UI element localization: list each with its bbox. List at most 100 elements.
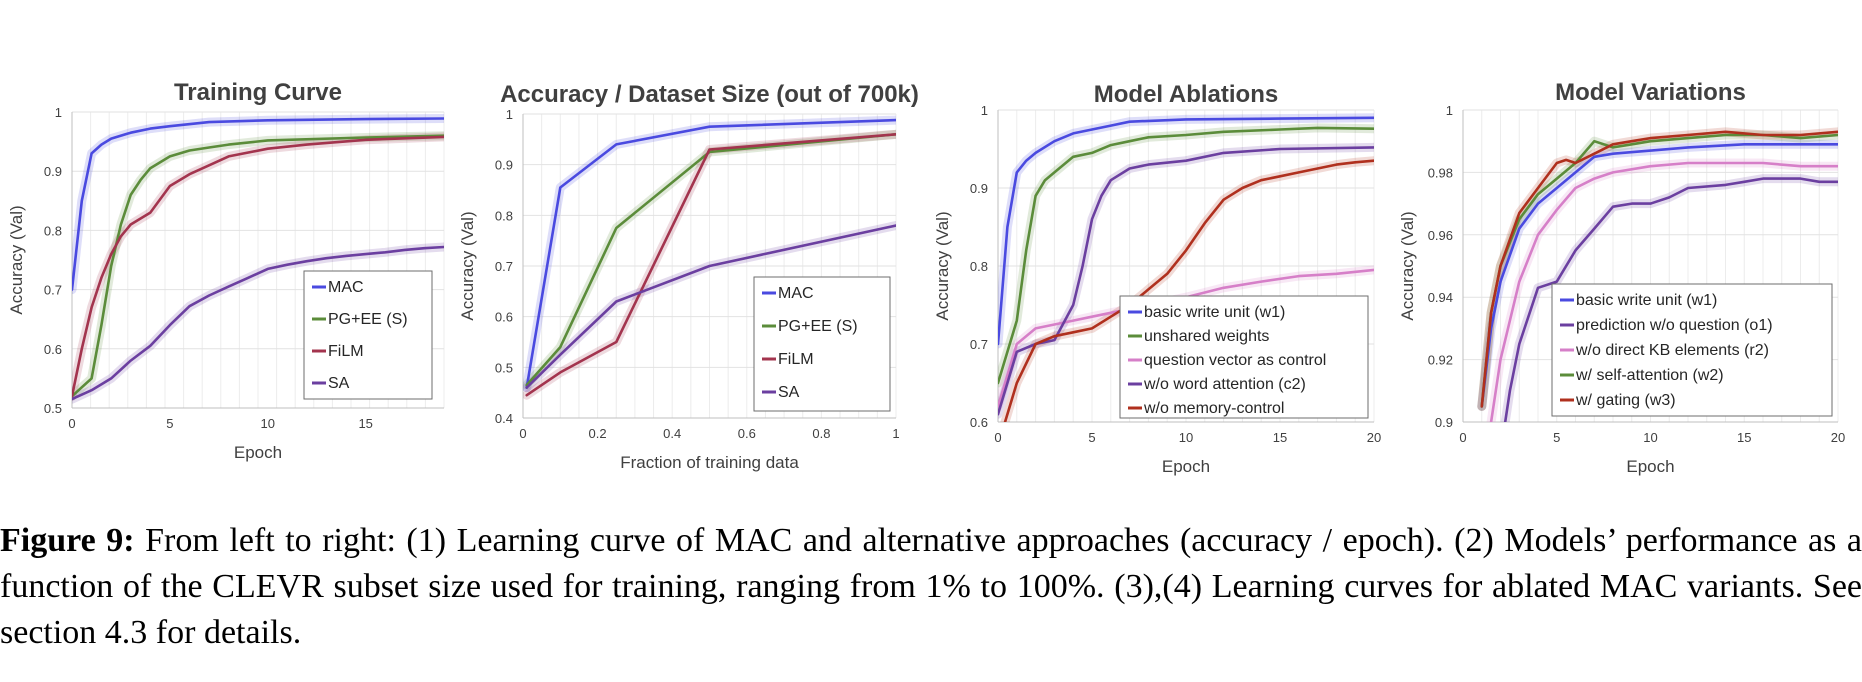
chart-title: Accuracy / Dataset Size (out of 700k) xyxy=(500,81,919,108)
y-tick-label: 0.96 xyxy=(1428,228,1453,243)
series-line xyxy=(525,118,896,389)
legend-box xyxy=(1119,295,1369,419)
legend-label: w/ self-attention (w2) xyxy=(1575,367,1724,384)
chart-1: 0 5 10 15 0.5 0.6 0.7 0.8 0.9 1 Epoch Accuracy (Val… xyxy=(7,79,445,462)
series-line xyxy=(72,245,444,401)
series-line xyxy=(72,134,444,398)
legend-label: unshared weights xyxy=(1144,328,1269,345)
y-tick-label: 1 xyxy=(981,103,988,118)
y-axis-label: Accuracy (Val) xyxy=(933,211,952,320)
x-axis-label: Epoch xyxy=(234,443,282,462)
legend-label: SA xyxy=(778,384,800,401)
series-line xyxy=(1480,143,1838,408)
legend-box xyxy=(1551,283,1833,417)
y-tick-label: 0.7 xyxy=(44,283,62,298)
series-group xyxy=(72,114,444,404)
x-tick-label: 0.8 xyxy=(812,426,830,441)
y-tick-label: 0.7 xyxy=(970,337,988,352)
legend-label: w/o memory-control xyxy=(1143,400,1284,417)
x-tick-label: 0 xyxy=(1459,430,1466,445)
series-line xyxy=(998,126,1374,385)
caption-label: Figure 9: xyxy=(0,522,135,559)
series-line xyxy=(525,224,896,389)
x-tick-label: 0.2 xyxy=(589,426,607,441)
chart-4: 0 5 10 15 20 0.9 0.92 0.94 0.96 0.98 1 Epoch Accurac… xyxy=(1398,79,1845,476)
x-tick-label: 15 xyxy=(358,416,372,431)
legend: MAC PG+EE (S) FiLM SA xyxy=(303,270,433,400)
legend-label: prediction w/o question (o1) xyxy=(1576,317,1773,334)
legend-label: basic write unit (w1) xyxy=(1144,304,1285,321)
series-line xyxy=(1480,130,1838,408)
legend-label: SA xyxy=(328,375,350,392)
y-tick-label: 0.5 xyxy=(495,360,513,375)
series-group xyxy=(1477,127,1838,422)
legend: MAC PG+EE (S) FiLM SA xyxy=(753,276,891,412)
x-axis-label: Epoch xyxy=(1162,457,1210,476)
y-tick-label: 0.5 xyxy=(44,401,62,416)
legend-label: PG+EE (S) xyxy=(778,318,858,335)
y-tick-label: 0.8 xyxy=(44,223,62,238)
y-tick-label: 1 xyxy=(506,107,513,122)
series-line xyxy=(525,133,896,397)
series-line xyxy=(1489,161,1838,422)
chart-title: Training Curve xyxy=(174,79,342,106)
y-tick-label: 0.8 xyxy=(970,259,988,274)
series-line xyxy=(1503,177,1838,422)
x-tick-label: 15 xyxy=(1737,430,1751,445)
y-tick-label: 1 xyxy=(1446,103,1453,118)
legend-label: MAC xyxy=(328,279,364,296)
x-tick-label: 20 xyxy=(1367,430,1381,445)
legend: basic write unit (w1) unshared weights que… xyxy=(1119,295,1369,419)
x-tick-label: 20 xyxy=(1831,430,1845,445)
y-tick-label: 0.8 xyxy=(495,208,513,223)
x-tick-label: 0.4 xyxy=(663,426,681,441)
legend-label: FiLM xyxy=(778,351,814,368)
x-tick-label: 5 xyxy=(1088,430,1095,445)
y-axis-label: Accuracy (Val) xyxy=(458,211,477,320)
series-line xyxy=(1003,159,1374,422)
legend-box xyxy=(303,270,433,400)
chart-2: 0 0.2 0.4 0.6 0.8 1 0.4 0.5 0.6 0.7 0.8 0.9 1 Fractio… xyxy=(458,81,919,472)
x-axis-label: Epoch xyxy=(1626,457,1674,476)
legend-label: question vector as control xyxy=(1144,352,1326,369)
x-axis-label: Fraction of training data xyxy=(620,453,799,472)
legend-label: w/o direct KB elements (r2) xyxy=(1575,342,1769,359)
y-tick-label: 0.7 xyxy=(495,259,513,274)
series-line xyxy=(72,117,444,291)
chart-3: 0 5 10 15 20 0.6 0.7 0.8 0.9 1 Epoch Accuracy (Val)… xyxy=(933,81,1381,476)
x-tick-label: 10 xyxy=(261,416,275,431)
x-tick-label: 5 xyxy=(1553,430,1560,445)
x-tick-label: 0 xyxy=(519,426,526,441)
legend-label: MAC xyxy=(778,285,814,302)
x-tick-label: 0.6 xyxy=(738,426,756,441)
y-tick-label: 0.9 xyxy=(1435,415,1453,430)
caption-text: From left to right: (1) Learning curve o… xyxy=(0,522,1862,651)
legend-box xyxy=(753,276,891,412)
y-tick-label: 0.6 xyxy=(970,415,988,430)
y-tick-label: 0.92 xyxy=(1428,353,1453,368)
legend: basic write unit (w1) prediction w/o ques… xyxy=(1551,283,1833,417)
x-tick-label: 10 xyxy=(1179,430,1193,445)
y-tick-label: 0.94 xyxy=(1428,290,1453,305)
series-line xyxy=(998,116,1374,346)
y-tick-label: 0.9 xyxy=(970,181,988,196)
series-line xyxy=(525,133,896,387)
y-tick-label: 0.6 xyxy=(44,342,62,357)
legend-label: PG+EE (S) xyxy=(328,311,408,328)
y-tick-label: 0.6 xyxy=(495,310,513,325)
y-axis-label: Accuracy (Val) xyxy=(1398,211,1417,320)
figure-caption: Figure 9: From left to right: (1) Learni… xyxy=(0,518,1862,656)
y-tick-label: 0.98 xyxy=(1428,165,1453,180)
y-axis-label: Accuracy (Val) xyxy=(7,205,26,314)
legend-label: basic write unit (w1) xyxy=(1576,292,1717,309)
y-tick-label: 1 xyxy=(55,105,62,120)
series-line xyxy=(72,135,444,398)
x-tick-label: 10 xyxy=(1643,430,1657,445)
series-group xyxy=(523,115,896,400)
y-tick-label: 0.9 xyxy=(495,158,513,173)
chart-title: Model Variations xyxy=(1555,79,1746,106)
x-tick-label: 0 xyxy=(994,430,1001,445)
x-tick-label: 5 xyxy=(166,416,173,431)
legend-label: FiLM xyxy=(328,343,364,360)
